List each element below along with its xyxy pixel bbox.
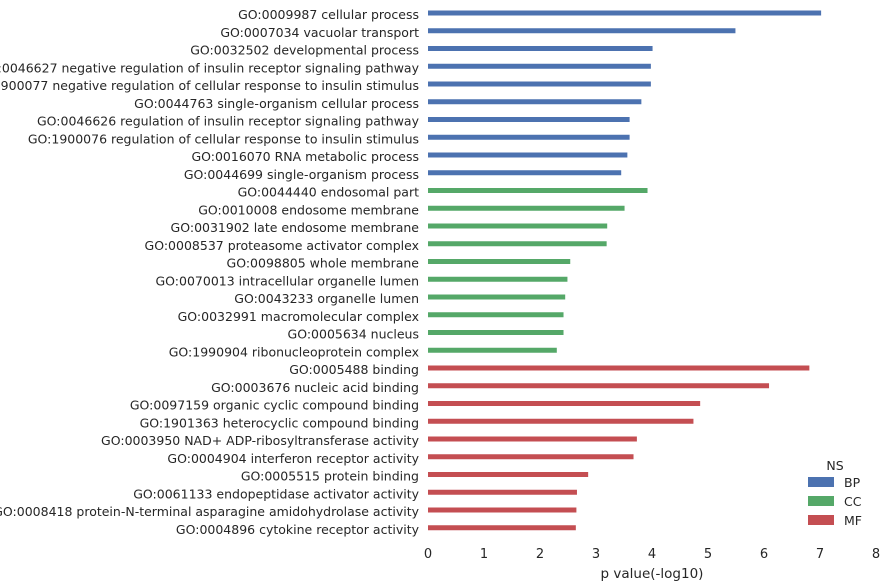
category-label: GO:0032991 macromolecular complex — [178, 309, 419, 324]
bar-bp — [428, 10, 822, 16]
bar-bp — [428, 28, 736, 34]
bar-mf — [428, 365, 810, 371]
category-label: GO:0061133 endopeptidase activator activ… — [133, 486, 419, 501]
legend-label-cc: CC — [844, 494, 862, 509]
category-label: GO:0016070 RNA metabolic process — [191, 149, 419, 164]
x-axis-title: p value(-log10) — [601, 566, 704, 582]
bar-mf — [428, 383, 770, 389]
bar-cc — [428, 294, 566, 300]
category-label: GO:0007034 vacuolar transport — [220, 25, 419, 40]
bar-bp — [428, 117, 630, 122]
bar-bp — [428, 152, 628, 158]
category-label: GO:1990904 ribonucleoprotein complex — [169, 344, 419, 359]
category-label: GO:0004904 interferon receptor activity — [167, 451, 419, 466]
bar-bp — [428, 170, 622, 176]
bar-bp — [428, 134, 630, 140]
category-label: GO:0046626 regulation of insulin recepto… — [37, 114, 420, 129]
bar-bp — [428, 63, 651, 69]
category-label: GO:0032502 developmental process — [190, 43, 419, 58]
x-tick-label: 2 — [536, 547, 544, 562]
category-label: GO:0046627 negative regulation of insuli… — [0, 60, 420, 75]
bar-cc — [428, 312, 564, 318]
category-label: GO:0003676 nucleic acid binding — [211, 380, 419, 395]
category-label: GO:1900076 regulation of cellular respon… — [28, 131, 419, 146]
bar-mf — [428, 472, 589, 477]
bar-cc — [428, 259, 571, 264]
x-tick-label: 5 — [704, 547, 712, 562]
bar-mf — [428, 436, 637, 442]
x-tick-label: 6 — [760, 547, 768, 562]
category-label: GO:0008418 protein-N-terminal asparagine… — [0, 504, 420, 519]
category-label: GO:1900077 negative regulation of cellul… — [0, 78, 419, 93]
category-label: GO:0008537 proteasome activator complex — [145, 238, 419, 253]
category-label: GO:0003950 NAD+ ADP-ribosyltransferase a… — [101, 433, 420, 448]
bars — [428, 10, 822, 531]
bar-mf — [428, 401, 701, 406]
legend-label-bp: BP — [844, 475, 861, 490]
x-tick-label: 0 — [424, 547, 432, 562]
bar-cc — [428, 330, 564, 335]
legend-title: NS — [826, 458, 843, 473]
bar-mf — [428, 454, 634, 460]
legend-label-mf: MF — [844, 513, 862, 528]
category-label: GO:0097159 organic cyclic compound bindi… — [130, 398, 419, 413]
bar-cc — [428, 347, 557, 353]
category-label: GO:0009987 cellular process — [238, 7, 419, 22]
bar-mf — [428, 507, 577, 513]
category-label: GO:0031902 late endosome membrane — [171, 220, 420, 235]
x-tick-label: 3 — [592, 547, 600, 562]
legend: NS BP CC MF — [808, 458, 862, 528]
bar-cc — [428, 241, 607, 247]
category-label: GO:0005634 nucleus — [288, 327, 419, 342]
bar-bp — [428, 99, 642, 105]
category-label: GO:0044763 single-organism cellular proc… — [134, 96, 419, 111]
x-tick-label: 7 — [816, 547, 824, 562]
x-tick-label: 8 — [872, 547, 880, 562]
category-label: GO:0070013 intracellular organelle lumen — [155, 273, 419, 288]
category-label: GO:0010008 endosome membrane — [198, 202, 419, 217]
category-label: GO:0044440 endosomal part — [238, 185, 420, 200]
bar-cc — [428, 223, 608, 229]
x-tick-label: 4 — [648, 547, 656, 562]
category-label: GO:1901363 heterocyclic compound binding — [140, 415, 419, 430]
category-label: GO:0004896 cytokine receptor activity — [176, 522, 420, 537]
bar-bp — [428, 46, 653, 51]
bar-mf — [428, 418, 694, 424]
x-tick-label: 1 — [480, 547, 488, 562]
category-labels: GO:0009987 cellular process GO:0007034 va… — [0, 7, 420, 537]
category-label: GO:0005488 binding — [289, 362, 419, 377]
legend-swatch-mf — [808, 515, 834, 525]
legend-swatch-cc — [808, 496, 834, 506]
x-axis: 0 1 2 3 4 5 6 7 8 — [424, 547, 880, 562]
bar-bp — [428, 81, 651, 87]
legend-swatch-bp — [808, 477, 834, 487]
category-label: GO:0043233 organelle lumen — [234, 291, 419, 306]
category-label: GO:0044699 single-organism process — [184, 167, 419, 182]
category-label: GO:0098805 whole membrane — [227, 256, 420, 271]
category-label: GO:0005515 protein binding — [241, 469, 419, 484]
bar-mf — [428, 489, 577, 495]
bar-cc — [428, 276, 568, 282]
bar-cc — [428, 205, 625, 211]
bar-mf — [428, 525, 576, 531]
bar-cc — [428, 188, 648, 193]
